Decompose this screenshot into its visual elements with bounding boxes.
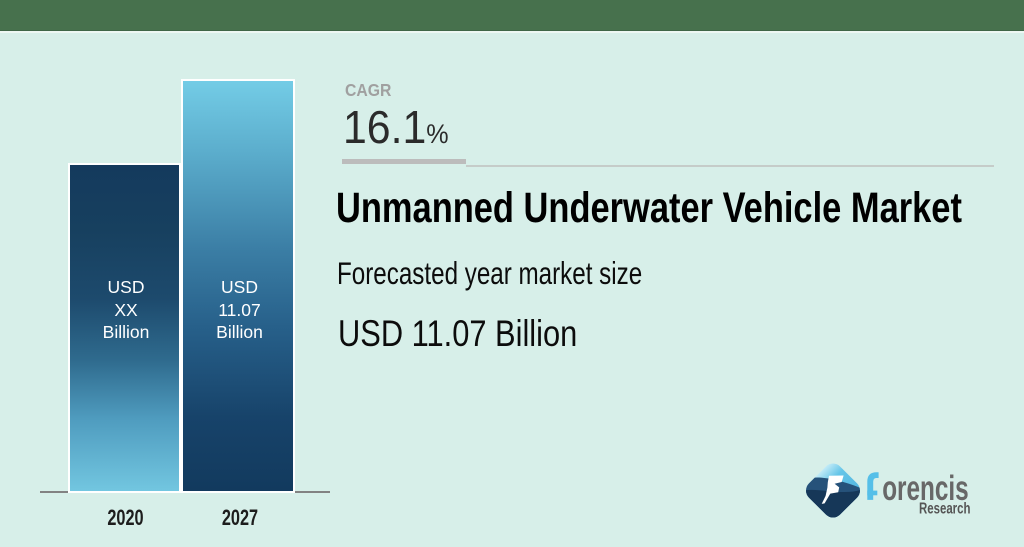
svg-text:orencis: orencis (882, 468, 968, 508)
svg-text:Research: Research (919, 499, 970, 517)
